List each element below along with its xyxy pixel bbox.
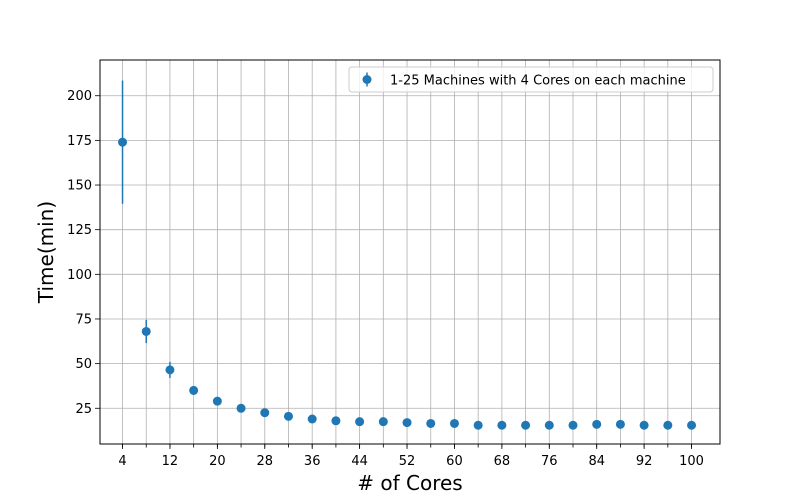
x-tick-label: 76 [541,454,558,469]
x-axis: 4 12 20 28 36 44 52 60 68 76 84 92 100 [118,444,704,469]
data-point [355,417,365,427]
data-point [568,420,578,430]
data-point [639,420,649,430]
data-point [260,408,270,418]
data-point [497,420,507,430]
y-tick-label: 50 [75,357,92,372]
x-tick-label: 92 [636,454,653,469]
legend-label: 1-25 Machines with 4 Cores on each machi… [390,74,686,89]
x-tick-label: 28 [257,454,274,469]
data-point [449,418,459,428]
x-tick-label: 36 [304,454,321,469]
data-point [473,420,483,430]
y-tick-label: 200 [67,89,92,104]
grid [100,60,720,444]
data-marks [118,80,697,430]
data-point [687,420,697,430]
x-tick-label: 60 [446,454,463,469]
data-point [615,419,625,429]
x-tick-label: 100 [679,454,704,469]
x-tick-label: 44 [351,454,368,469]
data-point [521,420,531,430]
data-point [212,396,222,406]
y-tick-label: 175 [67,134,92,149]
data-point [544,420,554,430]
legend-point [362,75,372,84]
x-axis-title: # of Cores [357,471,462,495]
x-tick-label: 20 [209,454,226,469]
data-point [236,403,246,413]
x-tick-label: 68 [494,454,511,469]
data-point [663,420,673,430]
data-point [118,137,128,147]
data-point [378,417,388,427]
y-tick-label: 75 [75,312,92,327]
data-point [426,418,436,428]
x-tick-label: 4 [118,454,126,469]
x-tick-label: 84 [588,454,605,469]
legend-marker [362,72,372,87]
plot-frame [99,59,721,445]
y-tick-label: 25 [75,402,92,417]
x-tick-label: 52 [399,454,416,469]
data-point [283,411,293,421]
data-point [592,419,602,429]
data-point [307,414,317,424]
data-point [402,418,412,428]
legend-box [348,66,714,93]
legend: 1-25 Machines with 4 Cores on each machi… [348,66,714,93]
data-point [189,385,199,395]
x-tick-label: 12 [162,454,179,469]
y-tick-label: 100 [67,268,92,283]
data-point [331,416,341,426]
y-axis: 25 50 75 100 125 150 175 200 [67,89,100,417]
y-axis-title: Time(min) [34,201,58,304]
data-point [141,326,151,336]
data-point [165,365,175,375]
y-tick-label: 125 [67,223,92,238]
y-tick-label: 150 [67,179,92,194]
